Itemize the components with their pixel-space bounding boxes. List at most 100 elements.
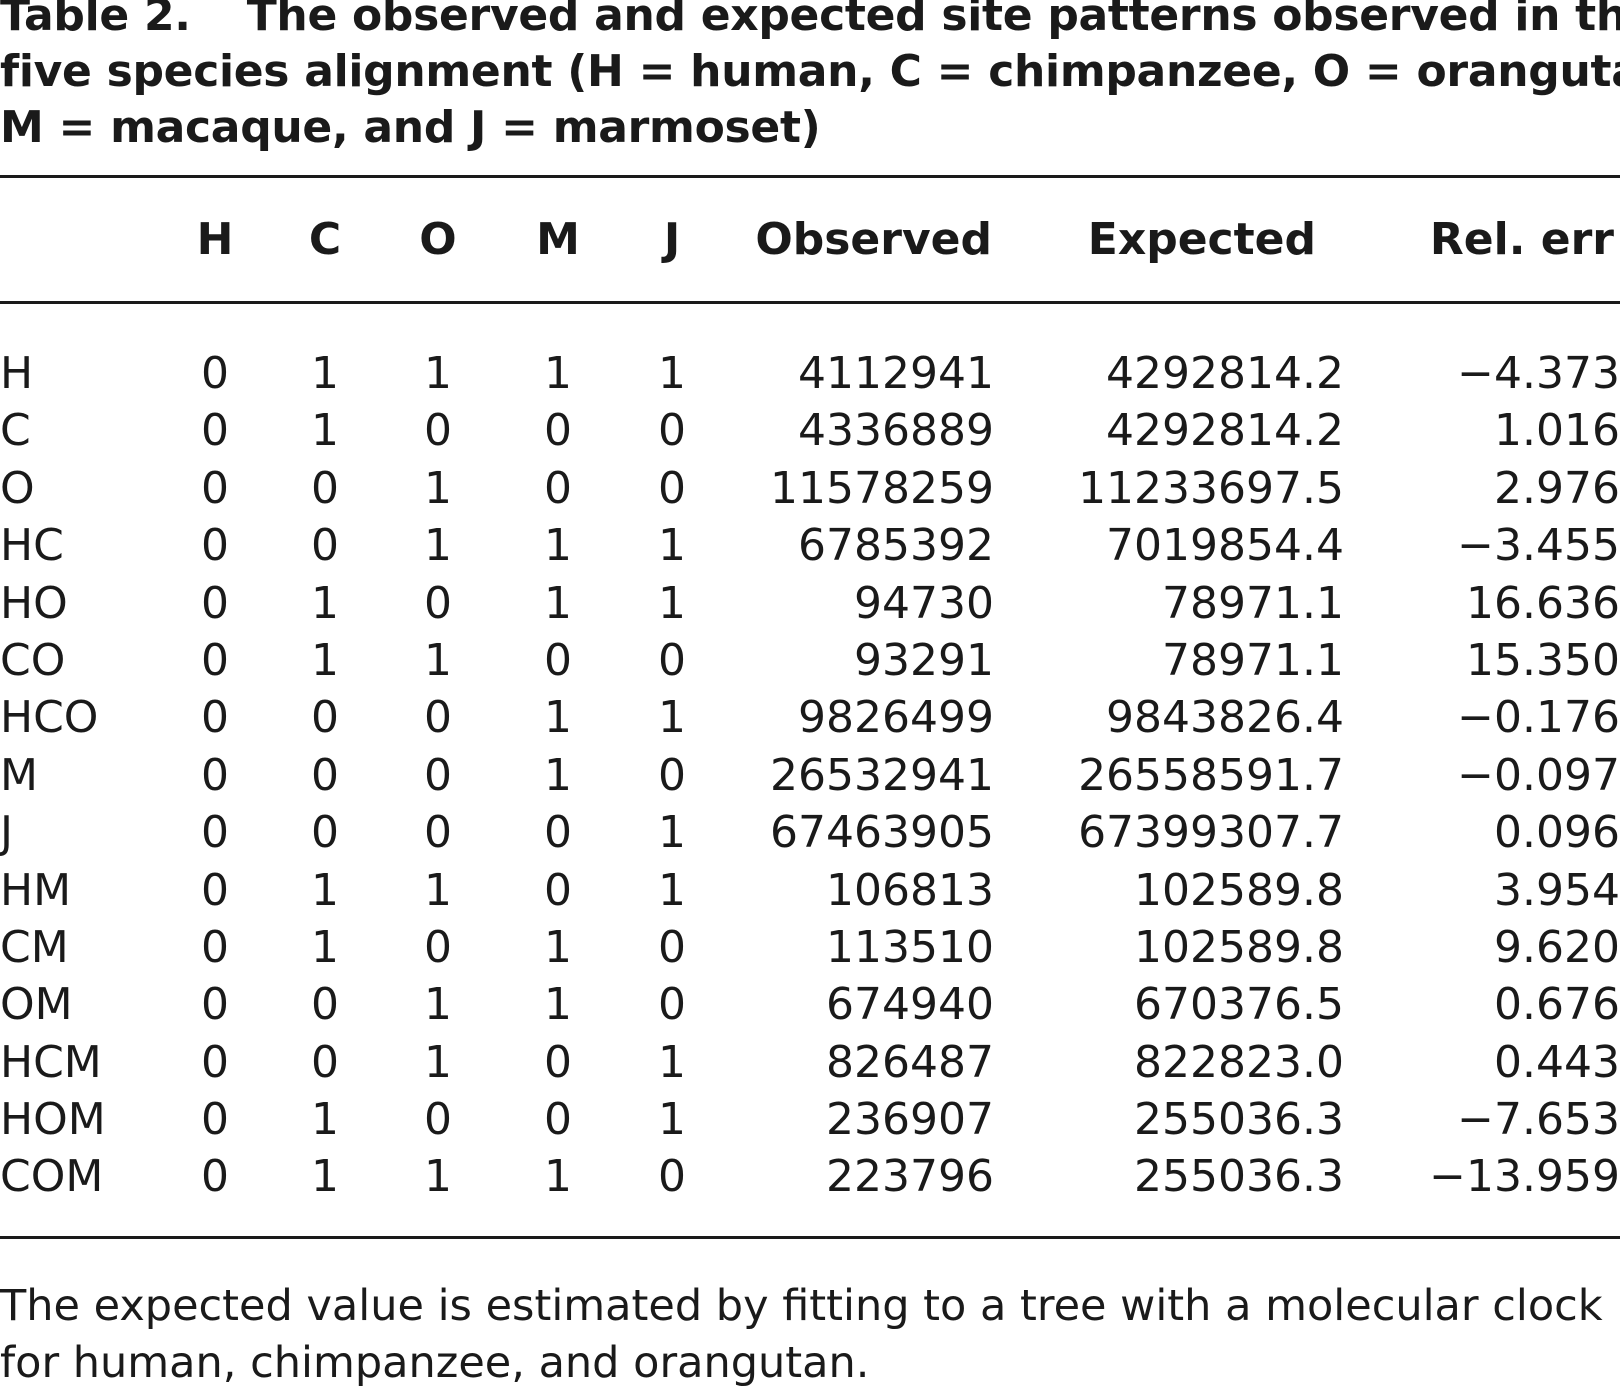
cell-c: 1 bbox=[311, 1094, 339, 1146]
table-row: OM 0 0 1 1 0 674940 670376.5 0.676 bbox=[0, 976, 1620, 1033]
cell-rel-err: 1.016 bbox=[1494, 405, 1620, 457]
cell-j: 1 bbox=[658, 1094, 686, 1146]
table-header-rule bbox=[0, 301, 1620, 304]
cell-h: 0 bbox=[201, 1151, 229, 1203]
cell-observed: 674940 bbox=[826, 979, 994, 1031]
cell-h: 0 bbox=[201, 348, 229, 399]
cell-expected: 4292814.2 bbox=[1106, 405, 1344, 457]
table-caption: Table 2. The observed and expected site p… bbox=[0, 0, 1620, 156]
cell-observed: 826487 bbox=[826, 1036, 994, 1088]
caption-line-2: five species alignment (H = human, C = c… bbox=[0, 46, 1620, 97]
cell-observed: 236907 bbox=[826, 1094, 994, 1146]
table-top-rule bbox=[0, 175, 1620, 178]
cell-pattern: CO bbox=[0, 634, 66, 686]
header-j: J bbox=[663, 214, 681, 265]
cell-j: 1 bbox=[658, 692, 686, 744]
cell-h: 0 bbox=[201, 634, 229, 686]
cell-j: 1 bbox=[658, 1036, 686, 1088]
cell-o: 1 bbox=[424, 520, 452, 572]
table-row: HCO 0 0 0 1 1 9826499 9843826.4 −0.176 bbox=[0, 689, 1620, 746]
cell-j: 0 bbox=[658, 634, 686, 686]
cell-rel-err: 0.096 bbox=[1494, 807, 1620, 859]
cell-c: 0 bbox=[311, 807, 339, 859]
cell-m: 0 bbox=[544, 1094, 572, 1146]
cell-j: 0 bbox=[658, 749, 686, 801]
cell-o: 0 bbox=[424, 405, 452, 457]
cell-expected: 102589.8 bbox=[1134, 921, 1344, 973]
cell-pattern: HO bbox=[0, 577, 68, 629]
cell-h: 0 bbox=[201, 1094, 229, 1146]
cell-pattern: M bbox=[0, 749, 38, 801]
cell-expected: 11233697.5 bbox=[1078, 462, 1344, 514]
cell-c: 1 bbox=[311, 577, 339, 629]
cell-m: 1 bbox=[544, 692, 572, 744]
cell-m: 1 bbox=[544, 520, 572, 572]
cell-c: 0 bbox=[311, 749, 339, 801]
cell-m: 0 bbox=[544, 807, 572, 859]
cell-c: 1 bbox=[311, 1151, 339, 1203]
cell-observed: 93291 bbox=[854, 634, 994, 686]
table-row: C 0 1 0 0 0 4336889 4292814.2 1.016 bbox=[0, 402, 1620, 459]
cell-o: 0 bbox=[424, 921, 452, 973]
cell-expected: 102589.8 bbox=[1134, 864, 1344, 916]
cell-observed: 4112941 bbox=[798, 348, 994, 399]
header-expected: Expected bbox=[1087, 214, 1316, 265]
footnote-line-1: The expected value is estimated by fitti… bbox=[0, 1281, 1603, 1331]
cell-h: 0 bbox=[201, 921, 229, 973]
cell-h: 0 bbox=[201, 749, 229, 801]
cell-o: 0 bbox=[424, 807, 452, 859]
cell-rel-err: −3.455 bbox=[1457, 520, 1620, 572]
cell-m: 1 bbox=[544, 348, 572, 399]
cell-m: 0 bbox=[544, 462, 572, 514]
header-m: M bbox=[536, 214, 580, 265]
cell-rel-err: 9.620 bbox=[1494, 921, 1620, 973]
cell-pattern: O bbox=[0, 462, 35, 514]
cell-expected: 822823.0 bbox=[1134, 1036, 1344, 1088]
cell-j: 1 bbox=[658, 348, 686, 399]
cell-observed: 223796 bbox=[826, 1151, 994, 1203]
header-observed: Observed bbox=[755, 214, 992, 265]
cell-o: 0 bbox=[424, 692, 452, 744]
table-label: Table 2. bbox=[0, 0, 191, 41]
cell-rel-err: 2.976 bbox=[1494, 462, 1620, 514]
cell-o: 1 bbox=[424, 462, 452, 514]
cell-expected: 4292814.2 bbox=[1106, 348, 1344, 399]
cell-h: 0 bbox=[201, 577, 229, 629]
cell-c: 0 bbox=[311, 692, 339, 744]
table-row: J 0 0 0 0 1 67463905 67399307.7 0.096 bbox=[0, 804, 1620, 861]
cell-expected: 255036.3 bbox=[1134, 1151, 1344, 1203]
caption-line-3: M = macaque, and J = marmoset) bbox=[0, 102, 821, 153]
cell-rel-err: 16.636 bbox=[1466, 577, 1620, 629]
cell-rel-err: −4.373 bbox=[1457, 348, 1620, 399]
cell-m: 1 bbox=[544, 577, 572, 629]
cell-pattern: HCM bbox=[0, 1036, 102, 1088]
table-row: HCM 0 0 1 0 1 826487 822823.0 0.443 bbox=[0, 1034, 1620, 1091]
cell-o: 1 bbox=[424, 1036, 452, 1088]
cell-j: 1 bbox=[658, 864, 686, 916]
header-rel-err: Rel. err bbox=[1429, 214, 1614, 265]
cell-pattern: HCO bbox=[0, 692, 99, 744]
cell-m: 0 bbox=[544, 405, 572, 457]
cell-h: 0 bbox=[201, 979, 229, 1031]
cell-pattern: CM bbox=[0, 921, 69, 973]
cell-observed: 11578259 bbox=[770, 462, 994, 514]
table-footnote: The expected value is estimated by fitti… bbox=[0, 1278, 1620, 1392]
cell-pattern: HM bbox=[0, 864, 72, 916]
cell-expected: 26558591.7 bbox=[1078, 749, 1344, 801]
cell-rel-err: −7.653 bbox=[1457, 1094, 1620, 1146]
cell-observed: 106813 bbox=[826, 864, 994, 916]
cell-h: 0 bbox=[201, 462, 229, 514]
cell-o: 1 bbox=[424, 634, 452, 686]
cell-h: 0 bbox=[201, 1036, 229, 1088]
cell-c: 0 bbox=[311, 462, 339, 514]
cell-observed: 9826499 bbox=[798, 692, 994, 744]
cell-h: 0 bbox=[201, 520, 229, 572]
cell-j: 0 bbox=[658, 405, 686, 457]
cell-c: 1 bbox=[311, 921, 339, 973]
table-row: HOM 0 1 0 0 1 236907 255036.3 −7.653 bbox=[0, 1091, 1620, 1148]
cell-rel-err: 0.443 bbox=[1494, 1036, 1620, 1088]
cell-h: 0 bbox=[201, 692, 229, 744]
cell-observed: 94730 bbox=[854, 577, 994, 629]
cell-m: 0 bbox=[544, 634, 572, 686]
table-row: HO 0 1 0 1 1 94730 78971.1 16.636 bbox=[0, 575, 1620, 632]
